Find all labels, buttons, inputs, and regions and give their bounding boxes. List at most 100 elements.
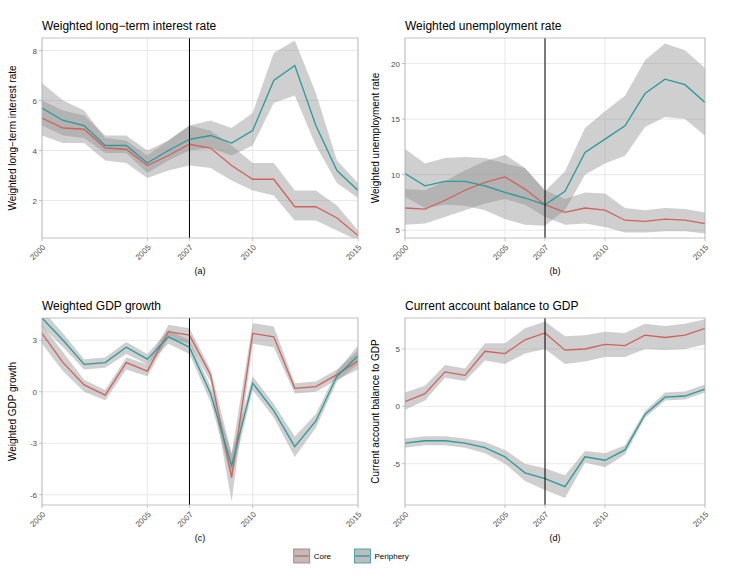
x-tick-label: 2010 [239, 510, 258, 529]
plot-frame [42, 318, 358, 505]
y-tick [39, 391, 42, 392]
y-tick-label: 0 [33, 388, 38, 397]
x-tick-label: 2015 [344, 243, 363, 262]
x-tick [358, 238, 359, 241]
y-tick [402, 230, 405, 231]
grid-line [545, 38, 546, 238]
y-tick-label: 10 [391, 171, 400, 180]
y-tick-label: 2 [33, 197, 38, 206]
y-tick-label: 15 [391, 115, 400, 124]
grid-line [147, 38, 148, 238]
y-tick-label: 6 [33, 97, 38, 106]
background [0, 0, 735, 587]
x-tick-label: 2007 [176, 510, 195, 529]
panel-caption: (a) [195, 266, 206, 276]
y-tick-label: -3 [30, 439, 38, 448]
x-tick-label: 2007 [176, 243, 195, 262]
series-line [405, 79, 705, 205]
y-axis-label: Current account balance to GDP [370, 339, 381, 484]
y-tick-label: 0 [396, 402, 401, 411]
plot-area [405, 318, 705, 505]
y-tick [39, 50, 42, 51]
y-tick [39, 443, 42, 444]
y-tick-label: -5 [393, 460, 401, 469]
x-tick [189, 505, 190, 508]
x-tick [42, 238, 43, 241]
x-tick-label: 2007 [531, 243, 550, 262]
grid-line [189, 318, 190, 505]
reference-line [545, 318, 546, 505]
x-tick [358, 505, 359, 508]
x-tick [405, 505, 406, 508]
y-tick-label: 5 [396, 226, 401, 235]
chart-title: Weighted GDP growth [42, 299, 161, 313]
x-tick-label: 2007 [531, 510, 550, 529]
reference-line [189, 318, 190, 505]
x-tick [147, 238, 148, 241]
grid-line [545, 318, 546, 505]
grid-line [147, 318, 148, 505]
x-tick [252, 505, 253, 508]
y-tick [39, 150, 42, 151]
x-tick-label: 2005 [134, 510, 153, 529]
grid-line [189, 38, 190, 238]
legend-key-line [295, 555, 309, 556]
y-tick-label: 4 [33, 147, 38, 156]
plot-frame [405, 38, 705, 238]
reference-line [545, 38, 546, 238]
grid-line [42, 443, 358, 444]
x-tick [605, 238, 606, 241]
data-layer [42, 318, 358, 505]
data-layer [405, 318, 705, 505]
y-tick [402, 174, 405, 175]
grid-line [42, 340, 358, 341]
y-tick [402, 63, 405, 64]
x-tick [705, 505, 706, 508]
x-tick-label: 2005 [134, 243, 153, 262]
panel: 246820002005200720102015Weighted long−te… [7, 19, 364, 276]
plot-frame [42, 38, 358, 238]
y-tick-label: 20 [391, 60, 400, 69]
plot-area [405, 38, 705, 238]
series-line [42, 318, 358, 466]
y-tick-label: 8 [33, 47, 38, 56]
y-tick [402, 463, 405, 464]
figure: 246820002005200720102015Weighted long−te… [0, 0, 735, 587]
x-tick [705, 238, 706, 241]
chart-title: Weighted unemployment rate [405, 19, 562, 33]
data-layer [42, 38, 358, 238]
x-tick-label: 2015 [691, 243, 710, 262]
x-tick-label: 2000 [391, 243, 410, 262]
series-line [42, 118, 358, 236]
chart-title: Current account balance to GDP [405, 299, 578, 313]
series-line [42, 66, 358, 191]
x-tick [545, 238, 546, 241]
x-tick-label: 2010 [591, 243, 610, 262]
grid-line [42, 50, 358, 51]
legend-label: Periphery [375, 552, 409, 561]
x-tick [545, 505, 546, 508]
legend-label: Core [314, 552, 332, 561]
legend: Core Periphery [294, 549, 409, 563]
series-line [405, 177, 705, 224]
x-tick [42, 505, 43, 508]
x-tick [505, 505, 506, 508]
reference-line [189, 38, 190, 238]
confidence-band [42, 318, 358, 478]
grid-line [405, 406, 705, 407]
panel: -50520002005200720102015Current account … [370, 299, 711, 543]
x-tick [252, 238, 253, 241]
grid-line [405, 463, 705, 464]
legend-key [294, 549, 310, 563]
x-tick-label: 2015 [691, 510, 710, 529]
confidence-band [42, 323, 358, 501]
x-tick [505, 238, 506, 241]
grid-line [42, 494, 358, 495]
series-line [405, 389, 705, 487]
y-axis-label: Weighted GDP growth [7, 362, 18, 461]
confidence-band [405, 319, 705, 410]
x-tick-label: 2010 [591, 510, 610, 529]
chart-title: Weighted long−term interest rate [42, 19, 217, 33]
y-tick [39, 340, 42, 341]
x-tick [189, 238, 190, 241]
